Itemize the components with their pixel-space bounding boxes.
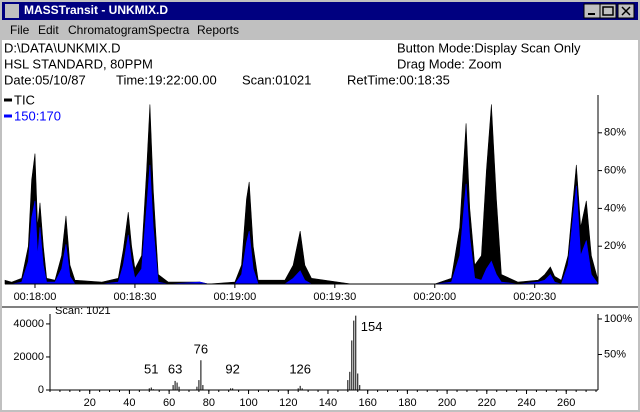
x-tick-label: 140 bbox=[319, 397, 337, 409]
drag-mode: Drag Mode: Zoom bbox=[397, 56, 502, 71]
y2-tick-label: 50% bbox=[604, 348, 626, 360]
retention-time: RetTime:00:18:35 bbox=[347, 72, 450, 87]
maximize-glyph bbox=[602, 6, 614, 16]
x-tick-label: 200 bbox=[438, 397, 456, 409]
peak-label: 63 bbox=[168, 361, 182, 376]
legend-label: 150:170 bbox=[14, 108, 61, 123]
minimize-button[interactable] bbox=[583, 3, 601, 19]
y-tick-label: 60% bbox=[604, 165, 626, 177]
title-bar bbox=[2, 2, 638, 20]
x-tick-label: 40 bbox=[123, 397, 135, 409]
peak-label: 51 bbox=[144, 361, 158, 376]
x-tick-label: 160 bbox=[359, 397, 377, 409]
x-tick-label: 100 bbox=[239, 397, 257, 409]
button-mode: Button Mode:Display Scan Only bbox=[397, 40, 581, 55]
x-tick-label: 00:20:30 bbox=[513, 291, 556, 303]
sample-name: HSL STANDARD, 80PPM bbox=[4, 56, 153, 71]
x-tick-label: 00:19:30 bbox=[313, 291, 356, 303]
x-tick-label: 00:18:00 bbox=[14, 291, 57, 303]
x-tick-label: 20 bbox=[84, 397, 96, 409]
peak-label: 92 bbox=[225, 361, 239, 376]
menu-item[interactable]: File bbox=[10, 23, 30, 37]
x-tick-label: 80 bbox=[203, 397, 215, 409]
content-area bbox=[2, 40, 638, 410]
peak-label: 126 bbox=[289, 361, 311, 376]
menu-item[interactable]: Spectra bbox=[148, 23, 190, 37]
y-tick-label: 20000 bbox=[13, 351, 44, 363]
spectrum-title: Scan: 1021 bbox=[55, 305, 111, 317]
app-icon[interactable] bbox=[5, 4, 19, 18]
peak-label: 76 bbox=[194, 342, 208, 357]
y2-tick-label: 100% bbox=[604, 313, 632, 325]
window-buttons bbox=[583, 3, 635, 19]
scan-number: Scan:01021 bbox=[242, 72, 311, 87]
y-tick-label: 0 bbox=[38, 384, 44, 396]
window-title: MASSTransit - UNKMIX.D bbox=[24, 3, 168, 17]
y-tick-label: 40000 bbox=[13, 318, 44, 330]
file-path: D:\DATA\UNKMIX.D bbox=[4, 40, 121, 55]
y-tick-label: 40% bbox=[604, 202, 626, 214]
area-series bbox=[5, 164, 599, 285]
y-tick-label: 20% bbox=[604, 240, 626, 252]
x-tick-label: 240 bbox=[517, 397, 535, 409]
time: Time:19:22:00.00 bbox=[116, 72, 217, 87]
x-tick-label: 260 bbox=[557, 397, 575, 409]
x-tick-label: 220 bbox=[478, 397, 496, 409]
date: Date:05/10/87 bbox=[4, 72, 86, 87]
x-tick-label: 00:19:00 bbox=[213, 291, 256, 303]
x-tick-label: 120 bbox=[279, 397, 297, 409]
spectrum[interactable]: Scan: 1021 51 63 76 92 126 154 20 40 60 80 100 120 14… bbox=[13, 305, 632, 409]
menu-item[interactable]: Edit bbox=[38, 23, 59, 37]
x-tick-label: 00:20:00 bbox=[413, 291, 456, 303]
menu-bar: File Edit Chromatogram Spectra Reports bbox=[10, 23, 239, 37]
info-panel: D:\DATA\UNKMIX.D HSL STANDARD, 80PPM Dat… bbox=[4, 40, 581, 87]
menu-item[interactable]: Chromatogram bbox=[68, 23, 148, 37]
peak-label: 154 bbox=[361, 319, 383, 334]
menu-item[interactable]: Reports bbox=[197, 23, 239, 37]
x-tick-label: 180 bbox=[398, 397, 416, 409]
close-glyph bbox=[621, 6, 631, 16]
y-tick-label: 80% bbox=[604, 127, 626, 139]
x-tick-label: 60 bbox=[163, 397, 175, 409]
x-tick-label: 00:18:30 bbox=[114, 291, 157, 303]
legend-label: TIC bbox=[14, 92, 35, 107]
